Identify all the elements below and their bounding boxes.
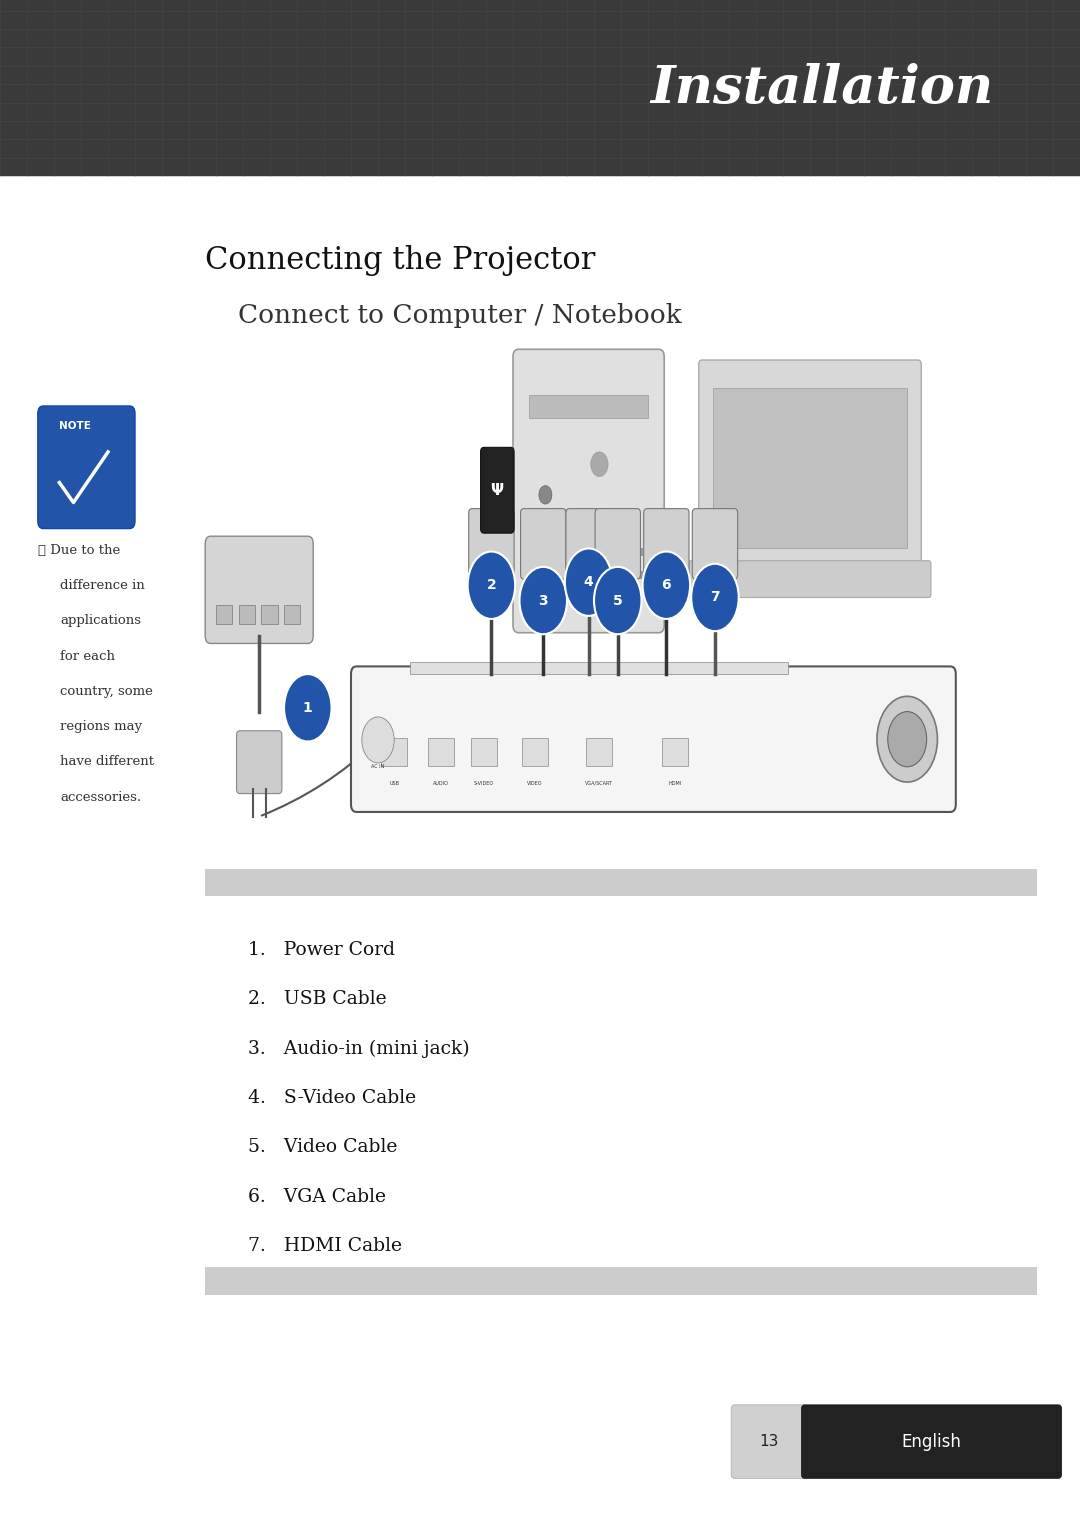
FancyBboxPatch shape xyxy=(38,406,135,529)
Bar xyxy=(535,571,643,579)
FancyBboxPatch shape xyxy=(595,509,640,579)
Text: AC IN: AC IN xyxy=(372,763,384,769)
Circle shape xyxy=(594,567,642,634)
Circle shape xyxy=(643,552,690,619)
FancyBboxPatch shape xyxy=(205,536,313,643)
Text: AUDIO: AUDIO xyxy=(433,781,448,786)
Bar xyxy=(381,738,407,766)
Bar xyxy=(216,605,232,624)
Text: Connect to Computer / Notebook: Connect to Computer / Notebook xyxy=(238,303,681,328)
Text: S-VIDEO: S-VIDEO xyxy=(474,781,494,786)
FancyBboxPatch shape xyxy=(692,509,738,579)
FancyBboxPatch shape xyxy=(644,509,689,579)
Circle shape xyxy=(519,567,567,634)
Circle shape xyxy=(591,452,608,476)
Text: 5: 5 xyxy=(612,593,623,608)
Text: 3.   Audio-in (mini jack): 3. Audio-in (mini jack) xyxy=(248,1039,470,1057)
FancyBboxPatch shape xyxy=(351,666,956,812)
Text: VGA/SCART: VGA/SCART xyxy=(585,781,613,786)
Text: 6.   VGA Cable: 6. VGA Cable xyxy=(248,1187,387,1206)
Text: 5.   Video Cable: 5. Video Cable xyxy=(248,1138,397,1157)
Bar xyxy=(261,605,278,624)
Circle shape xyxy=(362,717,394,763)
FancyBboxPatch shape xyxy=(481,447,514,533)
Text: 7: 7 xyxy=(711,590,719,605)
Text: English: English xyxy=(902,1432,961,1451)
Circle shape xyxy=(565,548,612,616)
Text: Connecting the Projector: Connecting the Projector xyxy=(205,245,595,276)
Bar xyxy=(662,738,688,766)
Text: 2: 2 xyxy=(486,578,497,593)
Text: 2.   USB Cable: 2. USB Cable xyxy=(248,990,387,1008)
Circle shape xyxy=(468,552,515,619)
Text: country, some: country, some xyxy=(60,685,153,697)
FancyBboxPatch shape xyxy=(513,349,664,633)
Text: 7.   HDMI Cable: 7. HDMI Cable xyxy=(248,1238,403,1255)
FancyBboxPatch shape xyxy=(731,1405,808,1478)
Bar xyxy=(713,388,907,548)
FancyBboxPatch shape xyxy=(521,509,566,579)
Bar xyxy=(535,548,643,556)
Text: for each: for each xyxy=(60,650,116,662)
Text: applications: applications xyxy=(60,614,141,627)
Text: Ψ: Ψ xyxy=(490,483,503,498)
Bar xyxy=(0,0,1080,176)
FancyBboxPatch shape xyxy=(237,731,282,794)
Text: HDMI: HDMI xyxy=(669,781,681,786)
Text: accessories.: accessories. xyxy=(60,791,141,803)
Text: difference in: difference in xyxy=(60,579,145,591)
Bar xyxy=(205,1267,1037,1295)
Bar xyxy=(284,605,300,624)
Text: 4.   S-Video Cable: 4. S-Video Cable xyxy=(248,1089,417,1106)
Text: 4: 4 xyxy=(583,574,594,590)
Bar xyxy=(471,738,497,766)
FancyBboxPatch shape xyxy=(699,360,921,568)
Circle shape xyxy=(539,486,552,504)
Text: USB: USB xyxy=(389,781,400,786)
Text: VIDEO: VIDEO xyxy=(527,781,542,786)
Bar xyxy=(586,738,612,766)
Bar xyxy=(522,738,548,766)
FancyBboxPatch shape xyxy=(566,509,611,579)
Circle shape xyxy=(284,674,332,741)
Text: 13: 13 xyxy=(759,1434,779,1449)
Text: Installation: Installation xyxy=(650,63,994,113)
FancyBboxPatch shape xyxy=(469,509,514,579)
Bar xyxy=(239,605,255,624)
Bar xyxy=(410,662,788,674)
Text: 3: 3 xyxy=(539,593,548,608)
Text: regions may: regions may xyxy=(60,720,143,732)
Text: 6: 6 xyxy=(662,578,671,593)
Text: 1: 1 xyxy=(302,700,313,715)
Bar xyxy=(205,869,1037,896)
Bar xyxy=(529,395,648,418)
FancyBboxPatch shape xyxy=(801,1405,1062,1478)
Bar xyxy=(428,738,454,766)
Text: have different: have different xyxy=(60,755,154,768)
Text: ❖ Due to the: ❖ Due to the xyxy=(38,544,120,556)
Text: 1.   Power Cord: 1. Power Cord xyxy=(248,941,395,959)
Circle shape xyxy=(691,564,739,631)
FancyBboxPatch shape xyxy=(689,561,931,597)
Circle shape xyxy=(888,711,927,766)
Circle shape xyxy=(877,696,937,781)
Text: NOTE: NOTE xyxy=(59,421,92,432)
